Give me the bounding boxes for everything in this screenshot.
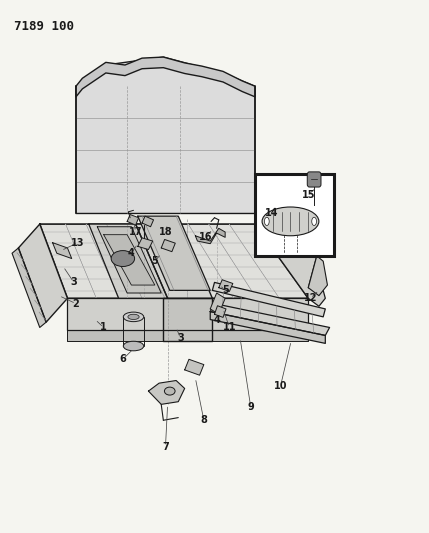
- Text: 12: 12: [304, 293, 317, 303]
- Text: 3: 3: [177, 333, 184, 343]
- Polygon shape: [142, 216, 154, 227]
- Polygon shape: [163, 298, 212, 341]
- Polygon shape: [127, 215, 139, 225]
- Text: 9: 9: [248, 402, 254, 412]
- Polygon shape: [76, 57, 255, 97]
- Polygon shape: [89, 224, 168, 298]
- Text: 5: 5: [222, 285, 229, 295]
- Text: 4: 4: [128, 248, 135, 259]
- Ellipse shape: [262, 207, 319, 236]
- Polygon shape: [255, 216, 325, 306]
- Ellipse shape: [128, 314, 139, 319]
- Text: 2: 2: [73, 298, 79, 309]
- Text: 15: 15: [302, 190, 315, 200]
- Polygon shape: [104, 235, 155, 285]
- Ellipse shape: [123, 312, 144, 321]
- Text: 18: 18: [159, 227, 172, 237]
- Text: 11: 11: [223, 322, 236, 333]
- FancyBboxPatch shape: [307, 172, 321, 187]
- Text: 10: 10: [274, 381, 287, 391]
- Polygon shape: [210, 293, 225, 314]
- Text: 17: 17: [129, 227, 142, 237]
- Bar: [255, 174, 334, 256]
- Text: 6: 6: [120, 354, 126, 364]
- Polygon shape: [161, 239, 175, 252]
- Polygon shape: [76, 57, 255, 214]
- Text: 5: 5: [151, 256, 158, 266]
- Text: 14: 14: [265, 208, 279, 219]
- Ellipse shape: [164, 387, 175, 395]
- Polygon shape: [308, 256, 327, 296]
- Polygon shape: [67, 298, 308, 330]
- Polygon shape: [210, 312, 325, 343]
- Text: 8: 8: [200, 415, 207, 425]
- Ellipse shape: [111, 251, 135, 266]
- Polygon shape: [210, 304, 329, 335]
- Polygon shape: [52, 243, 72, 259]
- Polygon shape: [214, 306, 226, 317]
- Text: 1: 1: [100, 322, 107, 333]
- Ellipse shape: [123, 341, 144, 351]
- Polygon shape: [219, 280, 233, 292]
- Polygon shape: [40, 224, 308, 298]
- Text: 7189 100: 7189 100: [14, 20, 74, 33]
- Polygon shape: [136, 224, 212, 298]
- Text: 7: 7: [162, 442, 169, 452]
- Text: 4: 4: [213, 314, 220, 325]
- Polygon shape: [67, 330, 308, 341]
- Polygon shape: [138, 238, 153, 249]
- Polygon shape: [12, 248, 46, 327]
- Ellipse shape: [264, 217, 269, 225]
- Text: 13: 13: [71, 238, 85, 248]
- Polygon shape: [184, 359, 204, 375]
- Polygon shape: [195, 228, 225, 244]
- Polygon shape: [212, 282, 325, 317]
- Polygon shape: [97, 227, 161, 293]
- Polygon shape: [138, 216, 210, 290]
- Polygon shape: [18, 224, 67, 322]
- Ellipse shape: [312, 217, 317, 225]
- Polygon shape: [148, 381, 184, 405]
- Text: 16: 16: [199, 232, 213, 243]
- Text: 3: 3: [70, 277, 77, 287]
